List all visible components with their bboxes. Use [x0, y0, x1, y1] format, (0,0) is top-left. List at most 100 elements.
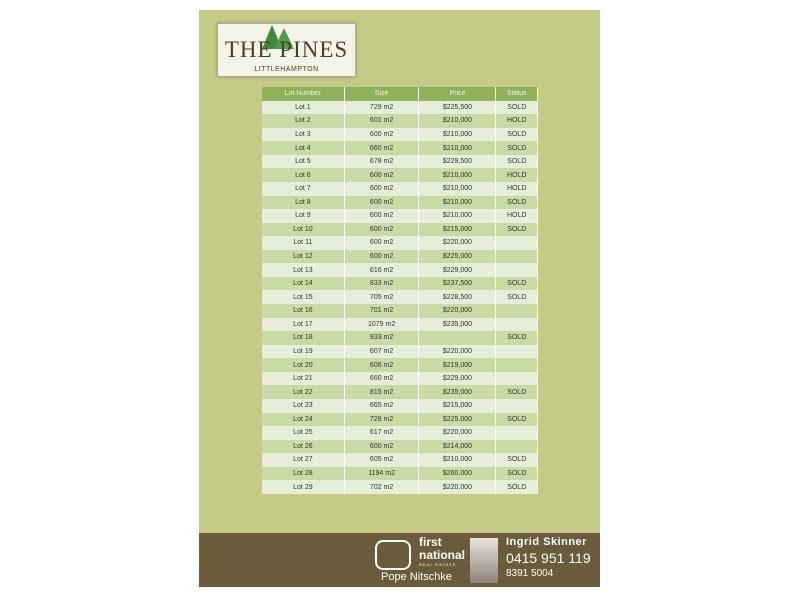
table-cell: 600 m2 — [344, 181, 420, 196]
table-cell — [495, 358, 538, 372]
table-cell: $215,000 — [418, 398, 497, 413]
table-cell: 600 m2 — [344, 439, 420, 454]
table-cell — [495, 304, 538, 318]
table-cell: Lot 16 — [262, 304, 345, 318]
table-cell: $229,000 — [418, 371, 497, 386]
table-cell: $220,000 — [418, 236, 497, 250]
table-cell: $220,000 — [418, 480, 497, 494]
first-national-logo-icon — [375, 540, 411, 570]
table-cell: 815 m2 — [344, 385, 420, 399]
table-cell: SOLD — [495, 100, 538, 115]
table-cell: $225,000 — [418, 249, 497, 264]
lot-price-table: Lot Number Size Price Status Lot 1 729 m2 $22… — [262, 87, 538, 494]
column-header: Size — [344, 87, 420, 101]
flyer-page: THE PINES LITTLEHAMPTON Lot Number Size Pr… — [199, 10, 600, 587]
table-cell: SOLD — [495, 466, 538, 481]
column-header: Price — [418, 87, 497, 101]
table-cell: Lot 23 — [262, 398, 345, 413]
table-cell: Lot 4 — [262, 141, 345, 155]
logo-subtitle: LITTLEHAMPTON — [254, 66, 319, 73]
table-row: Lot 22 815 m2 $235,000 SOLD — [262, 385, 538, 399]
table-cell: $260,000 — [418, 466, 497, 481]
table-cell: Lot 17 — [262, 317, 345, 332]
table-row: Lot 29 702 m2 $220,000 SOLD — [262, 480, 538, 494]
column-header: Lot Number — [262, 87, 345, 101]
table-row: Lot 3 600 m2 $210,000 SOLD — [262, 127, 538, 142]
table-row: Lot 16 701 m2 $220,000 — [262, 304, 538, 318]
table-cell: $235,000 — [418, 317, 497, 332]
table-cell: Lot 27 — [262, 453, 345, 467]
table-cell: HOLD — [495, 209, 538, 223]
table-row: Lot 23 665 m2 $215,000 — [262, 398, 538, 413]
table-cell — [495, 317, 538, 332]
table-cell: $210,000 — [418, 168, 497, 182]
table-row: Lot 20 606 m2 $219,000 — [262, 358, 538, 372]
table-cell: $220,000 — [418, 304, 497, 318]
table-cell: $210,000 — [418, 141, 497, 155]
agent-photo — [470, 538, 498, 583]
table-row: Lot 6 600 m2 $210,000 HOLD — [262, 168, 538, 182]
agent-footer: first national REAL ESTATE Pope Nitschke… — [199, 533, 600, 587]
table-cell — [495, 236, 538, 250]
table-cell: 729 m2 — [344, 100, 420, 115]
table-cell: Lot 7 — [262, 181, 345, 196]
table-cell: 600 m2 — [344, 127, 420, 142]
office-name: Pope Nitschke — [381, 571, 452, 583]
brand-tag: REAL ESTATE — [419, 562, 457, 567]
table-row: Lot 27 605 m2 $210,000 SOLD — [262, 453, 538, 467]
table-cell: $229,000 — [418, 263, 497, 277]
table-cell: 600 m2 — [344, 249, 420, 264]
column-header: Status — [495, 87, 538, 101]
table-cell: $228,500 — [418, 290, 497, 304]
brand-name: first national REAL ESTATE — [419, 536, 466, 568]
table-row: Lot 17 1079 m2 $235,000 — [262, 317, 538, 332]
table-cell: Lot 8 — [262, 195, 345, 210]
logo-title: THE PINES — [224, 37, 349, 62]
table-cell: $220,000 — [418, 344, 497, 359]
table-row: Lot 18 933 m2 SOLD — [262, 331, 538, 345]
table-row: Lot 11 600 m2 $220,000 — [262, 236, 538, 250]
agent-phone: 8391 5004 — [506, 568, 554, 579]
table-cell: 600 m2 — [344, 209, 420, 223]
table-cell: 605 m2 — [344, 453, 420, 467]
table-cell: 701 m2 — [344, 304, 420, 318]
table-cell: $210,000 — [418, 453, 497, 467]
table-cell: Lot 14 — [262, 276, 345, 291]
table-cell: 665 m2 — [344, 398, 420, 413]
table-cell: Lot 2 — [262, 114, 345, 128]
table-cell: 600 m2 — [344, 236, 420, 250]
table-row: Lot 21 660 m2 $229,000 — [262, 371, 538, 386]
table-cell: Lot 25 — [262, 426, 345, 440]
table-cell: $220,000 — [418, 426, 497, 440]
table-cell: Lot 13 — [262, 263, 345, 277]
table-row: Lot 10 600 m2 $215,000 SOLD — [262, 222, 538, 237]
table-cell: 833 m2 — [344, 276, 420, 291]
table-cell: SOLD — [495, 222, 538, 237]
table-cell: 600 m2 — [344, 222, 420, 237]
table-cell — [495, 439, 538, 454]
table-cell: 660 m2 — [344, 141, 420, 155]
table-cell: Lot 11 — [262, 236, 345, 250]
table-row: Lot 7 600 m2 $210,000 HOLD — [262, 181, 538, 196]
table-cell: Lot 19 — [262, 344, 345, 359]
table-cell: HOLD — [495, 114, 538, 128]
table-row: Lot 9 600 m2 $210,000 HOLD — [262, 209, 538, 223]
table-cell: Lot 5 — [262, 154, 345, 169]
table-cell: 617 m2 — [344, 426, 420, 440]
table-cell: SOLD — [495, 127, 538, 142]
agent-name: Ingrid Skinner — [506, 536, 587, 548]
table-cell: $225,000 — [418, 412, 497, 427]
brand-line2: national — [419, 548, 466, 562]
table-row: Lot 1 729 m2 $225,500 SOLD — [262, 100, 538, 115]
table-cell: SOLD — [495, 154, 538, 169]
table-cell: $210,000 — [418, 114, 497, 128]
table-cell — [495, 249, 538, 264]
table-cell: Lot 22 — [262, 385, 345, 399]
table-cell: $237,500 — [418, 276, 497, 291]
table-cell: Lot 21 — [262, 371, 345, 386]
table-cell: 600 m2 — [344, 168, 420, 182]
table-cell: Lot 15 — [262, 290, 345, 304]
table-cell: $210,000 — [418, 195, 497, 210]
table-cell: SOLD — [495, 290, 538, 304]
table-cell: Lot 28 — [262, 466, 345, 481]
